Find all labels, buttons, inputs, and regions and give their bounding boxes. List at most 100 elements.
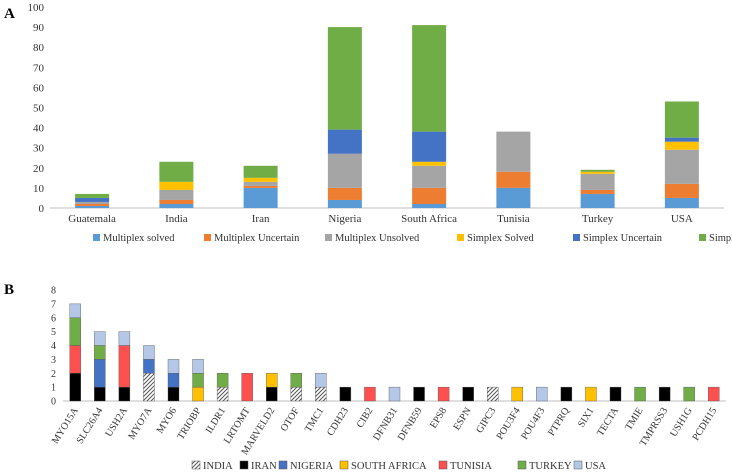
x-tick-label: MYO6	[155, 406, 179, 436]
legend-b: INDIA IRAN NIGERIA SOUTH AFRICA TUNISIA TURKE…	[191, 460, 606, 472]
x-tick-label: Tunisia	[497, 213, 530, 225]
bar-segment	[664, 141, 699, 150]
legend-a: Multiplex solved Multiplex Uncertain Multi…	[93, 233, 732, 244]
bar-segment	[664, 197, 699, 208]
bar-segment	[580, 171, 615, 174]
y-tick-label: 60	[33, 82, 45, 94]
legend-label: IRAN	[251, 461, 277, 472]
bar-segment	[412, 165, 447, 188]
bar-segment	[216, 386, 229, 402]
x-tick-label: SIX1	[576, 406, 597, 430]
bar-segment	[315, 386, 327, 402]
bar-segment	[290, 373, 302, 388]
legend-label: Multiplex solved	[103, 233, 175, 244]
bar-segment	[496, 187, 531, 208]
panel-label-b: B	[4, 282, 14, 298]
y-tick-label: 7	[51, 299, 56, 310]
legend-label: Multiplex Unsolved	[335, 233, 420, 244]
bar-segment	[560, 386, 573, 402]
y-tick-label: 5	[51, 327, 56, 338]
y-tick-label: 0	[39, 203, 45, 215]
bar-segment	[609, 386, 622, 402]
x-tick-label: TRIOBP	[175, 405, 203, 441]
legend-label: USA	[585, 461, 606, 472]
bar-segment	[580, 173, 615, 190]
x-tick-label: Guatemala	[68, 213, 116, 225]
x-tick-label: India	[165, 213, 188, 225]
bar-segment	[437, 386, 450, 402]
x-tick-label: Turkey	[582, 213, 614, 225]
legend-swatch	[457, 234, 464, 241]
bar-segment	[412, 131, 447, 162]
bar-segment	[69, 317, 81, 346]
bar-segment	[388, 386, 401, 402]
x-tick-label: CIB2	[355, 406, 376, 430]
bar-segment	[243, 181, 278, 186]
legend-swatch	[573, 460, 583, 470]
bar-segment	[118, 345, 131, 388]
legend-swatch	[325, 234, 332, 241]
y-tick-label: 30	[33, 143, 45, 155]
bar-segment	[243, 165, 278, 178]
y-tick-label: 100	[28, 2, 45, 14]
y-tick-label: 70	[33, 62, 45, 74]
bar-segment	[243, 177, 278, 182]
y-tick-label: 0	[51, 397, 56, 408]
x-tick-label: Nigeria	[328, 213, 361, 225]
legend-label: Simplex Unsolved	[709, 233, 732, 244]
bar-segment	[683, 386, 695, 402]
bar-segment	[118, 386, 131, 402]
y-tick-label: 10	[33, 183, 45, 195]
legend-swatch	[339, 460, 349, 470]
bar-segment	[94, 386, 106, 402]
bar-segment	[413, 386, 425, 402]
bar-segment	[159, 189, 194, 200]
bar-segment	[75, 201, 110, 204]
chart-a: A 0 10 20 30 40 50 60 70 80 90 100 Guatemala India Ira…	[4, 2, 732, 244]
bar-segment	[580, 169, 615, 172]
x-tick-label: OTOF	[279, 405, 302, 433]
legend-label: TURKEY	[529, 461, 572, 472]
x-tick-label: MYO7A	[126, 405, 155, 442]
bar-segment	[143, 345, 155, 360]
bar-segment	[462, 386, 474, 402]
x-tick-label: South Africa	[401, 213, 457, 225]
bar-segment	[580, 189, 615, 194]
legend-label: Multiplex Uncertain	[214, 233, 300, 244]
y-tick-label: 2	[51, 369, 56, 380]
bar-segment	[412, 25, 447, 132]
bar-segment	[75, 193, 110, 198]
bar-segment	[75, 203, 110, 206]
bar-segment	[580, 193, 615, 208]
x-tick-label: CDH23	[325, 406, 351, 438]
x-tick-label: GIPC3	[474, 406, 498, 435]
legend-swatch	[573, 234, 580, 241]
y-tick-label: 50	[33, 103, 45, 115]
bar-segment	[496, 171, 531, 188]
bar-segment	[69, 303, 81, 318]
bar-segment	[327, 27, 362, 130]
bar-segment	[327, 129, 362, 154]
bar-segment	[167, 386, 180, 402]
y-tick-label: 3	[51, 355, 56, 366]
bar-segment	[412, 187, 447, 204]
legend-label: Simplex Solved	[467, 233, 535, 244]
bar-segment	[243, 187, 278, 208]
x-tick-label: ILDR1	[204, 406, 228, 436]
bar-segment	[159, 181, 194, 190]
bar-segment	[159, 161, 194, 182]
legend-swatch	[93, 234, 100, 241]
bar-segment	[327, 153, 362, 188]
bar-segment	[241, 373, 253, 402]
bar-segment	[664, 149, 699, 184]
legend-swatch	[699, 234, 706, 241]
x-tick-label: PCDH15	[690, 406, 719, 443]
x-tick-label: POU4F3	[519, 406, 547, 442]
bar-segment	[75, 205, 110, 208]
bar-segment	[192, 373, 204, 388]
legend-label: INDIA	[203, 461, 233, 472]
bar-segment	[664, 101, 699, 138]
bar-segment	[216, 373, 229, 388]
y-tick-label: 90	[33, 22, 45, 34]
